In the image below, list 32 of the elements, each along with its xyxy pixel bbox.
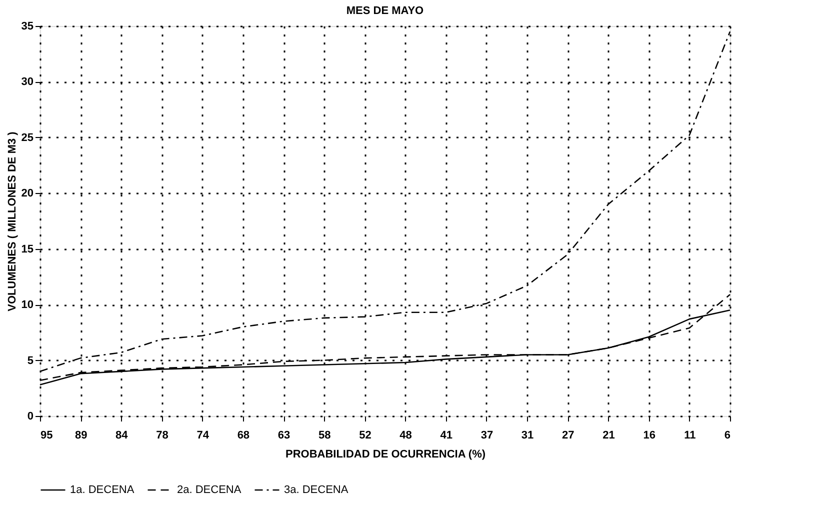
y-axis-title: VOLUMENES ( MILLONES DE M3 ) — [6, 131, 18, 312]
x-tick-label: 37 — [480, 430, 494, 442]
x-tick-label: 11 — [684, 430, 696, 442]
x-axis-title: PROBABILIDAD DE OCURRENCIA (%) — [285, 448, 486, 460]
x-tick-label: 95 — [40, 430, 53, 442]
y-tick-label: 35 — [21, 20, 34, 32]
legend-label: 3a. DECENA — [284, 484, 349, 496]
chart-title: MES DE MAYO — [346, 5, 424, 17]
y-tick-label: 20 — [21, 188, 34, 200]
x-tick-label: 68 — [237, 430, 250, 442]
x-tick-label: 6 — [724, 430, 730, 442]
y-tick-label: 10 — [21, 299, 34, 312]
x-tick-label: 27 — [562, 430, 574, 442]
x-tick-label: 52 — [359, 430, 372, 442]
y-tick-label: 25 — [21, 132, 34, 144]
x-tick-label: 48 — [400, 430, 412, 442]
x-tick-label: 78 — [156, 430, 168, 442]
x-tick-label: 63 — [278, 430, 290, 442]
legend-label: 2a. DECENA — [177, 484, 242, 496]
x-tick-label: 41 — [440, 430, 453, 442]
x-tick-label: 16 — [643, 430, 656, 442]
x-tick-label: 21 — [602, 430, 615, 442]
x-tick-label: 89 — [74, 430, 88, 442]
y-tick-label: 0 — [27, 410, 34, 422]
x-tick-label: 58 — [318, 430, 331, 442]
x-tick-label: 74 — [196, 430, 210, 442]
y-tick-label: 5 — [27, 354, 34, 367]
legend-label: 1a. DECENA — [70, 484, 135, 496]
y-tick-label: 15 — [21, 243, 34, 256]
x-tick-label: 31 — [521, 430, 534, 442]
x-tick-label: 84 — [116, 430, 129, 442]
y-tick-label: 30 — [21, 76, 34, 88]
